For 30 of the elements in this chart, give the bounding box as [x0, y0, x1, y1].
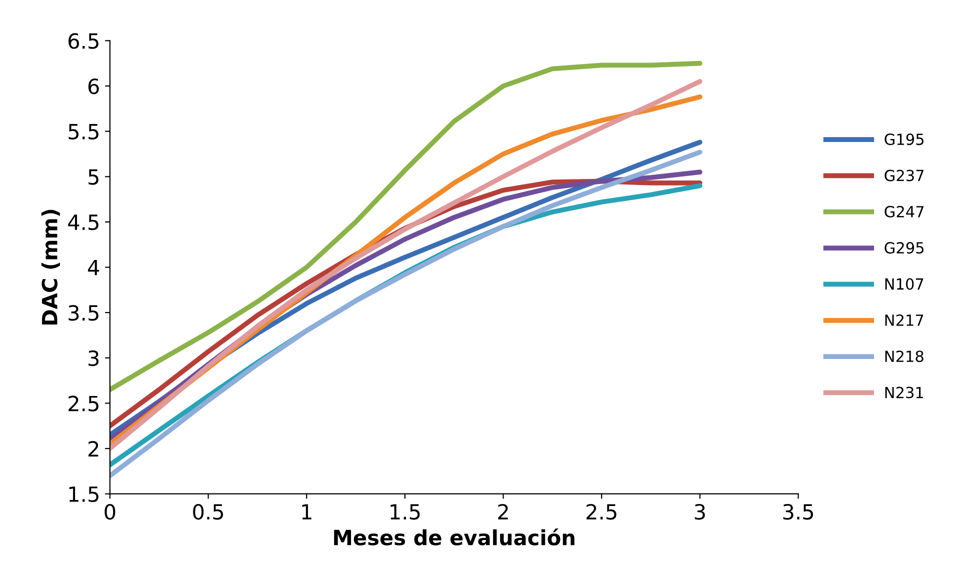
legend-label: N217 — [885, 314, 924, 326]
y-tick-label: 1.5 — [69, 486, 98, 502]
legend-label: G237 — [884, 170, 924, 182]
legend-label: G247 — [884, 206, 924, 218]
y-tick-label: 5 — [88, 169, 98, 185]
legend-label: G195 — [884, 134, 924, 146]
x-tick-label: 2 — [498, 504, 508, 520]
legend-label: G295 — [884, 242, 924, 254]
x-tick-label: 0 — [104, 504, 116, 520]
y-tick-label: 2.5 — [68, 396, 98, 412]
x-tick-label: 2.5 — [586, 504, 616, 520]
x-tick-label: 1.5 — [390, 504, 420, 520]
y-tick-label: 6 — [88, 78, 99, 94]
x-tick-label: 3 — [694, 504, 705, 520]
legend-label: N107 — [885, 278, 924, 290]
y-tick-label: 2 — [88, 440, 98, 456]
y-tick-label: 4 — [88, 260, 100, 276]
y-tick-label: 5.5 — [68, 124, 98, 140]
y-tick-label: 3.5 — [68, 305, 98, 321]
y-tick-label: 6.5 — [68, 33, 98, 49]
line-series — [110, 60, 702, 392]
y-axis-title: DAC (mm) — [41, 210, 60, 325]
y-tick-label: 4.5 — [68, 214, 98, 230]
legend-label: N218 — [885, 350, 924, 362]
legend-label: N231 — [885, 386, 924, 398]
x-tick-label: 1 — [302, 504, 312, 520]
x-axis-title: Meses de evaluación — [334, 528, 574, 546]
y-tick-label: 3 — [88, 350, 99, 366]
x-tick-label: 0.5 — [193, 504, 224, 520]
x-tick-label: 3.5 — [783, 504, 814, 520]
